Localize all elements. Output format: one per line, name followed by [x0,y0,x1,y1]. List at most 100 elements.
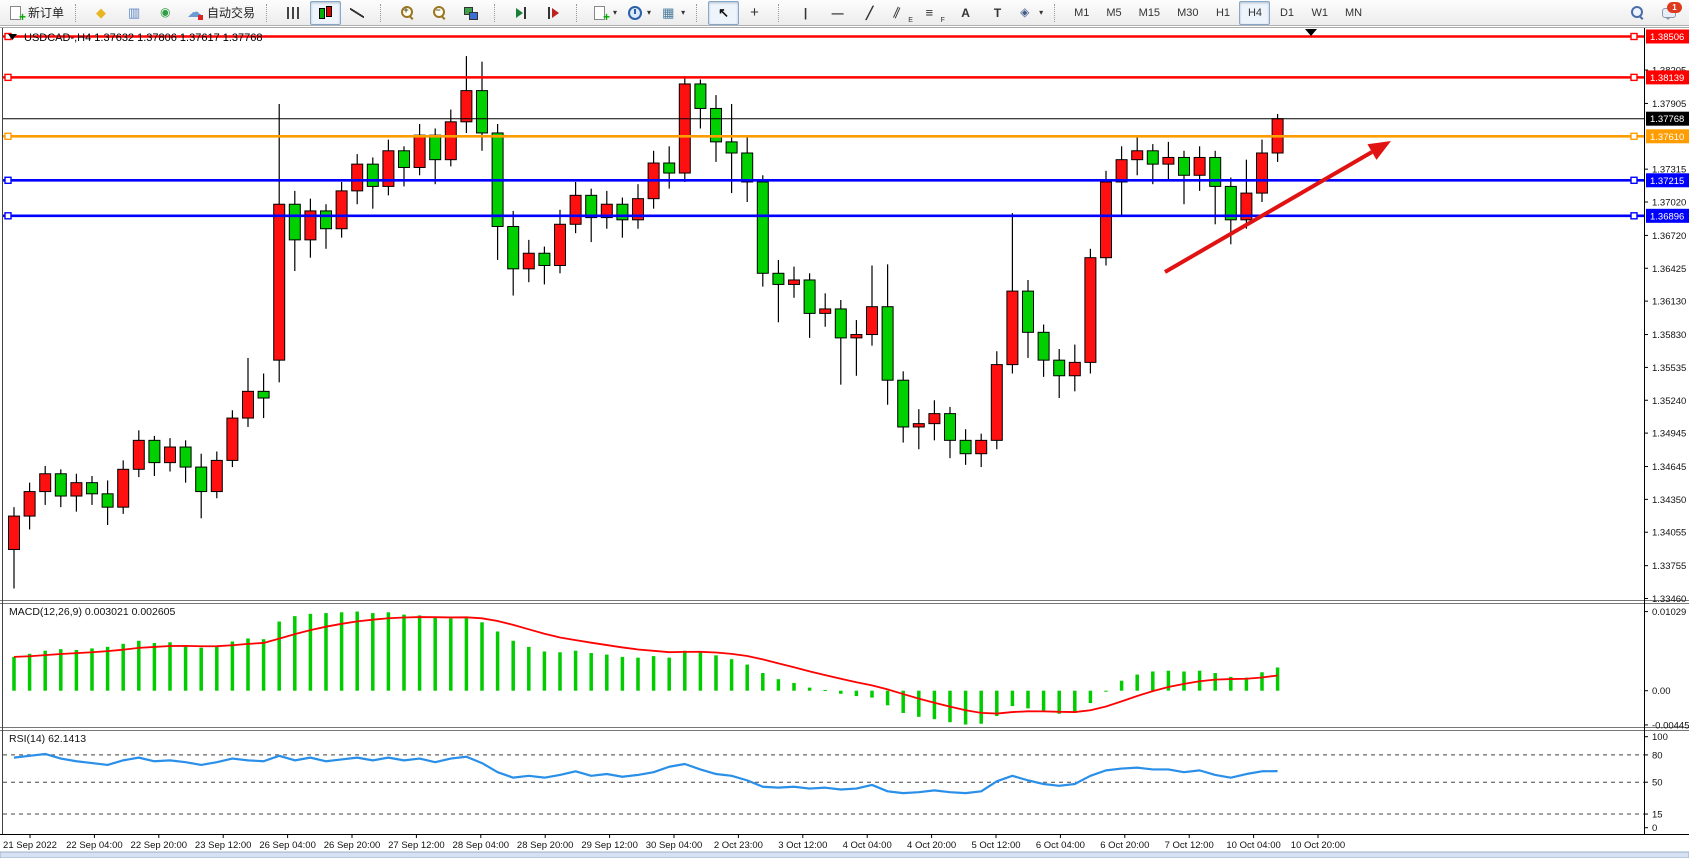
chart-frame [0,27,1689,835]
svg-text:1.35240: 1.35240 [1652,396,1686,407]
svg-text:6 Oct 04:00: 6 Oct 04:00 [1036,840,1085,851]
svg-text:1.37020: 1.37020 [1652,198,1686,209]
svg-text:1.38506: 1.38506 [1650,32,1684,43]
tf-mn-label: MN [1344,6,1363,19]
text-button[interactable]: A [950,1,981,25]
trend-arrow-annotation[interactable] [1163,141,1391,274]
svg-text:4 Oct 20:00: 4 Oct 20:00 [907,840,956,851]
svg-text:1.33460: 1.33460 [1652,594,1686,605]
time-axis[interactable]: 21 Sep 2022 22 Sep 04:00 22 Sep 20:00 23 Se… [3,834,1345,851]
rsi-label: RSI(14) 62.1413 [9,733,86,745]
svg-text:2 Oct 23:00: 2 Oct 23:00 [714,840,763,851]
crosshair-icon [747,4,764,21]
svg-text:100: 100 [1652,732,1668,743]
shapes-icon [1018,5,1035,21]
new-order-button[interactable]: 新订单 [4,1,68,25]
zoom-in-button[interactable]: + [392,1,423,25]
svg-text:28 Sep 04:00: 28 Sep 04:00 [453,840,510,851]
tf-d1[interactable]: D1 [1271,1,1302,25]
text-label-button[interactable]: T [982,1,1013,25]
text-icon: A [961,5,970,20]
autotrading-button[interactable]: 自动交易 [183,1,259,25]
horizontal-line-icon: — [831,5,844,20]
cursor-icon [715,5,732,21]
vertical-line-button[interactable]: | [790,1,821,25]
svg-text:1.36896: 1.36896 [1650,211,1684,222]
data-window-button[interactable] [119,1,150,25]
hline-1.36896[interactable] [3,212,1644,220]
new-chart-button[interactable]: ▾ [588,1,621,25]
svg-text:1.36720: 1.36720 [1652,231,1686,242]
zoom-in-icon: + [399,5,416,21]
svg-text:1.35830: 1.35830 [1652,330,1686,341]
svg-text:50: 50 [1652,778,1663,789]
symbol-dropdown-icon[interactable] [8,34,17,40]
hline-1.38139[interactable] [3,73,1644,82]
cursor-button[interactable] [708,0,740,25]
macd-pane[interactable]: 0.01029 0.00 -0.004453 MACD(12,26,9) 0.0030… [9,606,1689,731]
tf-m15-label: M15 [1138,6,1161,19]
tf-w1[interactable]: W1 [1303,1,1336,25]
auto-scroll-button[interactable] [506,1,537,25]
tf-h4[interactable]: H4 [1239,0,1271,25]
chart-shift-button[interactable] [538,1,569,25]
svg-text:1.36130: 1.36130 [1652,297,1686,308]
svg-text:22 Sep 04:00: 22 Sep 04:00 [66,840,123,851]
tf-mn[interactable]: MN [1337,1,1370,25]
tf-m30[interactable]: M30 [1169,1,1206,25]
horizontal-line-button[interactable]: — [822,1,853,25]
chart-window[interactable]: USDCAD-,H4 1.37632 1.37806 1.37617 1.377… [0,26,1689,858]
data-window-icon [126,5,143,21]
navigator-icon [158,5,175,21]
pane-separator-2[interactable] [0,727,1689,731]
line-chart-icon [349,5,366,21]
navigator-button[interactable] [151,1,182,25]
shapes-button[interactable]: ▾ [1014,1,1047,25]
hline-1.37610[interactable] [3,132,1644,140]
svg-text:29 Sep 12:00: 29 Sep 12:00 [581,840,638,851]
chart-shift-icon [545,5,562,21]
svg-text:26 Sep 04:00: 26 Sep 04:00 [259,840,316,851]
equidistant-channel-button[interactable]: E [886,1,917,25]
bar-chart-button[interactable] [278,1,309,25]
tile-windows-button[interactable] [456,1,487,25]
tf-m15[interactable]: M15 [1131,1,1168,25]
svg-text:1.37315: 1.37315 [1652,165,1686,176]
chat-button[interactable]: 1 [1654,1,1685,25]
autotrading-button-label: 自动交易 [207,6,256,20]
chart-shift-marker[interactable] [1305,29,1317,36]
tf-m1-label: M1 [1074,6,1090,19]
svg-text:0: 0 [1652,823,1657,834]
search-button[interactable] [1622,1,1653,25]
tf-m1[interactable]: M1 [1066,1,1097,25]
toolbar-separator [75,3,82,22]
svg-text:10 Oct 20:00: 10 Oct 20:00 [1291,840,1345,851]
svg-text:USDCAD-,H4 1.37632 1.37806 1.3: USDCAD-,H4 1.37632 1.37806 1.37617 1.377… [24,32,263,44]
trendline-button[interactable]: ╱ [854,1,885,25]
svg-text:1.34645: 1.34645 [1652,462,1686,473]
market-watch-button[interactable] [87,1,118,25]
svg-text:1.34055: 1.34055 [1652,528,1686,539]
svg-text:15: 15 [1652,810,1663,821]
toolbar-separator [778,3,785,22]
svg-text:1.35535: 1.35535 [1652,363,1686,374]
rsi-pane[interactable]: 100 80 50 15 0 RSI(14) 62.1413 [3,732,1668,834]
tf-m5[interactable]: M5 [1098,1,1129,25]
templates-button[interactable]: ▾ [656,1,689,25]
fibonacci-button[interactable]: F [918,1,949,25]
candlestick-chart-button[interactable] [310,0,342,25]
svg-text:1.36425: 1.36425 [1652,264,1686,275]
chart-canvas[interactable]: USDCAD-,H4 1.37632 1.37806 1.37617 1.377… [0,26,1689,858]
periods-button[interactable]: ▾ [622,1,655,25]
svg-text:30 Sep 04:00: 30 Sep 04:00 [646,840,703,851]
pane-separator-1[interactable] [0,600,1689,604]
zoom-out-button[interactable]: − [424,1,455,25]
toolbar-separator [576,3,583,22]
line-chart-button[interactable] [342,1,373,25]
hline-1.37215[interactable] [3,176,1644,184]
dropdown-caret-icon: ▾ [613,8,618,17]
crosshair-button[interactable] [740,1,771,25]
templates-icon [660,5,677,21]
rsi-line [13,752,1278,795]
tf-h1[interactable]: H1 [1207,1,1238,25]
